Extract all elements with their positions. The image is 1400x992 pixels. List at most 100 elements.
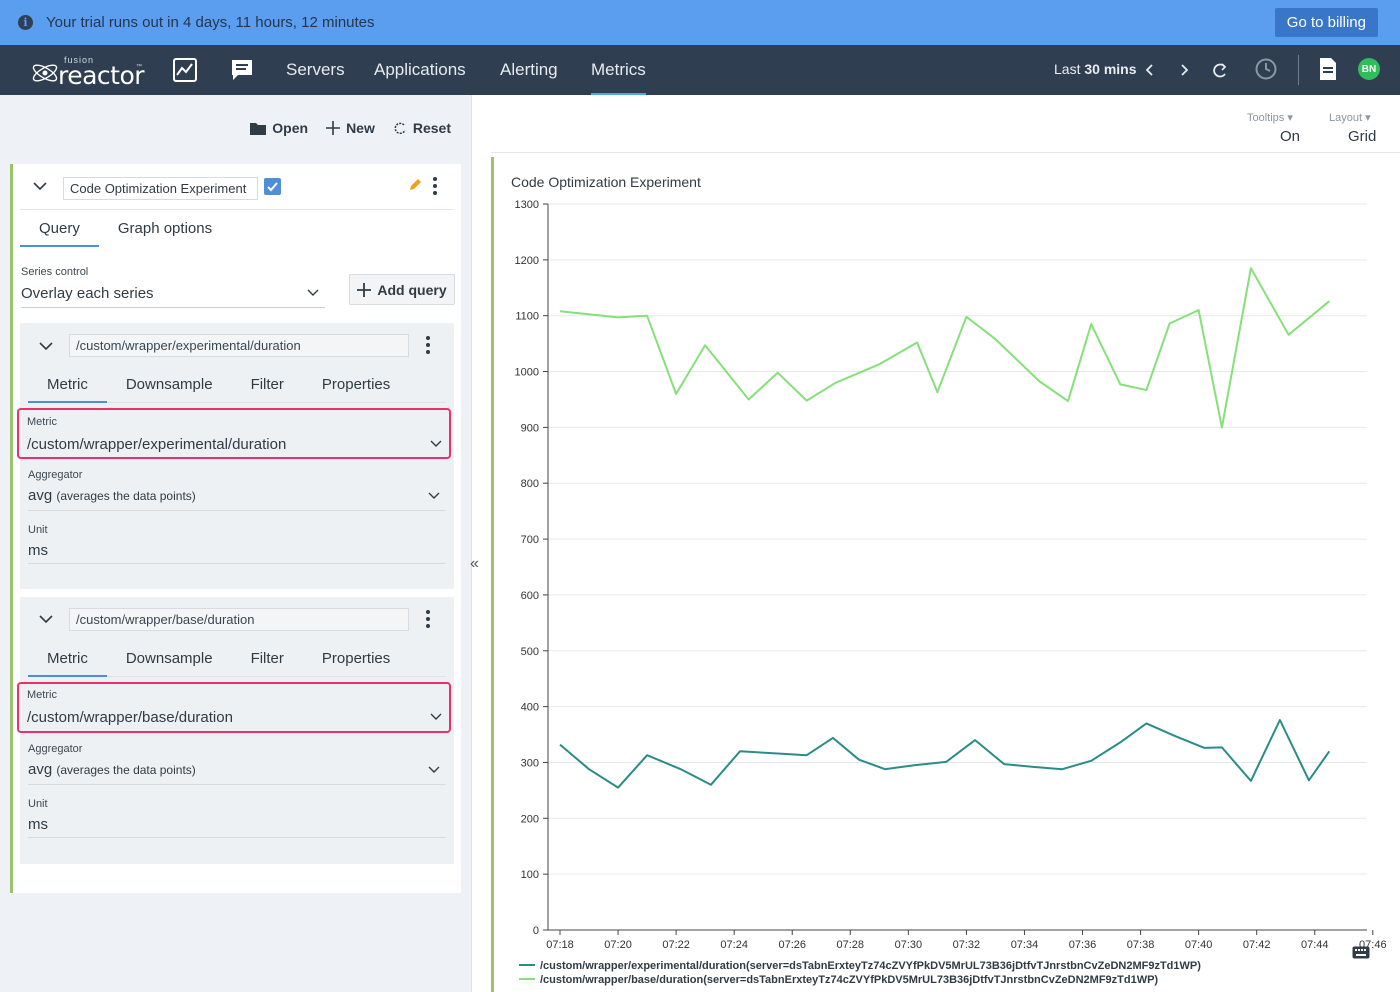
tab-downsample[interactable]: Downsample bbox=[125, 650, 213, 667]
unit-input[interactable]: ms bbox=[28, 816, 48, 833]
messages-icon[interactable] bbox=[230, 58, 254, 82]
chart-title: Code Optimization Experiment bbox=[511, 174, 701, 190]
metric-value: /custom/wrapper/experimental/duration bbox=[27, 436, 287, 453]
dashboard-chart-icon[interactable] bbox=[173, 58, 197, 82]
series-control-select[interactable]: Overlay each series bbox=[21, 283, 325, 308]
logo-trademark: ™ bbox=[136, 64, 142, 70]
query-name-input[interactable]: /custom/wrapper/base/duration bbox=[69, 608, 409, 631]
y-tick-label: 600 bbox=[521, 590, 539, 602]
query-block: /custom/wrapper/base/duration Metric Dow… bbox=[17, 597, 454, 864]
aggregator-label: Aggregator bbox=[28, 743, 83, 755]
layout-label[interactable]: Layout ▾ bbox=[1329, 112, 1371, 124]
unit-underline bbox=[28, 563, 446, 564]
chevron-down-icon bbox=[428, 766, 440, 773]
graph-title-input[interactable]: Code Optimization Experiment bbox=[63, 177, 258, 200]
collapse-chevron-icon[interactable] bbox=[33, 181, 47, 191]
tab-graph-options[interactable]: Graph options bbox=[117, 220, 213, 237]
card-menu-icon[interactable] bbox=[432, 177, 438, 195]
collapse-chevron-icon[interactable] bbox=[39, 341, 53, 351]
pencil-icon[interactable] bbox=[408, 178, 422, 192]
graph-enabled-checkbox[interactable] bbox=[264, 178, 281, 195]
metric-label: Metric bbox=[27, 416, 57, 428]
time-range-value: 30 mins bbox=[1084, 61, 1137, 77]
keyboard-icon[interactable] bbox=[1352, 946, 1370, 959]
tab-filter[interactable]: Filter bbox=[250, 376, 284, 393]
nav-metrics[interactable]: Metrics bbox=[591, 45, 646, 95]
aggregator-select[interactable]: avg (averages the data points) bbox=[28, 487, 446, 504]
open-label: Open bbox=[272, 120, 309, 136]
line-chart[interactable]: Code Optimization Experiment 0 100 200 300 40… bbox=[494, 157, 1400, 992]
unit-input[interactable]: ms bbox=[28, 542, 48, 559]
tab-properties[interactable]: Properties bbox=[321, 376, 391, 393]
graph-card: Code Optimization Experiment Query Graph… bbox=[10, 164, 461, 893]
atom-logo-icon bbox=[32, 64, 58, 82]
x-tick-label: 07:38 bbox=[1127, 939, 1155, 951]
trial-message: Your trial runs out in 4 days, 11 hours,… bbox=[46, 14, 375, 31]
query-menu-icon[interactable] bbox=[425, 336, 431, 354]
y-tick-label: 1300 bbox=[515, 199, 539, 211]
y-tick-label: 100 bbox=[521, 869, 539, 881]
x-tick-label: 07:26 bbox=[778, 939, 806, 951]
x-tick-label: 07:18 bbox=[546, 939, 574, 951]
y-tick-label: 1200 bbox=[515, 255, 539, 267]
tab-metric[interactable]: Metric bbox=[28, 641, 107, 677]
x-tick-label: 07:22 bbox=[662, 939, 690, 951]
metric-select[interactable]: Metric /custom/wrapper/base/duration bbox=[17, 682, 451, 733]
collapse-panel-toggle[interactable]: « bbox=[470, 555, 479, 572]
metric-value: /custom/wrapper/base/duration bbox=[27, 709, 233, 726]
user-avatar[interactable]: BN bbox=[1358, 58, 1380, 80]
y-tick-label: 700 bbox=[521, 534, 539, 546]
unit-label: Unit bbox=[28, 798, 48, 810]
aggregator-value: avg bbox=[28, 761, 53, 778]
fusionreactor-logo[interactable]: fusion reactor ™ bbox=[30, 54, 145, 90]
aggregator-value: avg bbox=[28, 487, 53, 504]
new-button[interactable]: New bbox=[326, 120, 375, 136]
tab-downsample[interactable]: Downsample bbox=[125, 376, 213, 393]
collapse-chevron-icon[interactable] bbox=[39, 614, 53, 624]
tab-properties[interactable]: Properties bbox=[321, 650, 391, 667]
nav-applications[interactable]: Applications bbox=[374, 60, 466, 79]
nav-alerting[interactable]: Alerting bbox=[500, 60, 558, 79]
x-tick-label: 07:36 bbox=[1069, 939, 1097, 951]
query-header: /custom/wrapper/experimental/duration bbox=[20, 323, 454, 367]
tab-query[interactable]: Query bbox=[20, 210, 99, 247]
query-menu-icon[interactable] bbox=[425, 610, 431, 628]
metric-label: Metric bbox=[27, 689, 57, 701]
aggregator-label: Aggregator bbox=[28, 469, 83, 481]
y-tick-label: 300 bbox=[521, 757, 539, 769]
aggregator-note: (averages the data points) bbox=[56, 489, 196, 503]
logo-fusion-text: fusion bbox=[64, 55, 95, 65]
layout-value[interactable]: Grid bbox=[1348, 128, 1377, 145]
time-range-selector[interactable]: Last 30 mins bbox=[1054, 61, 1137, 77]
aggregator-underline bbox=[28, 510, 446, 511]
chevron-down-icon bbox=[428, 492, 440, 499]
tab-metric[interactable]: Metric bbox=[28, 367, 107, 403]
go-to-billing-button[interactable]: Go to billing bbox=[1274, 8, 1378, 37]
nav-servers[interactable]: Servers bbox=[286, 60, 345, 79]
chart-options-bar: Tooltips ▾ On Layout ▾ Grid bbox=[491, 105, 1400, 153]
next-period-icon[interactable] bbox=[1178, 59, 1200, 81]
tooltips-label[interactable]: Tooltips ▾ bbox=[1247, 112, 1293, 124]
y-tick-label: 800 bbox=[521, 478, 539, 490]
previous-period-icon[interactable] bbox=[1142, 59, 1164, 81]
tab-filter[interactable]: Filter bbox=[250, 650, 284, 667]
y-tick-label: 400 bbox=[521, 702, 539, 714]
y-tick-label: 1000 bbox=[515, 367, 539, 379]
nav-divider bbox=[1298, 55, 1299, 85]
open-button[interactable]: Open bbox=[250, 120, 308, 136]
query-header: /custom/wrapper/base/duration bbox=[20, 597, 454, 641]
aggregator-select[interactable]: avg (averages the data points) bbox=[28, 761, 446, 778]
logo-reactor-text: reactor bbox=[58, 61, 145, 90]
query-tabs: Metric Downsample Filter Properties bbox=[28, 641, 446, 677]
refresh-icon[interactable] bbox=[1210, 59, 1232, 81]
reset-button[interactable]: Reset bbox=[393, 120, 451, 136]
clock-icon[interactable] bbox=[1254, 57, 1277, 80]
tooltips-value[interactable]: On bbox=[1280, 128, 1301, 145]
metric-select[interactable]: Metric /custom/wrapper/experimental/dura… bbox=[17, 408, 451, 459]
add-query-label: Add query bbox=[377, 281, 447, 298]
plus-icon bbox=[326, 121, 341, 135]
document-icon[interactable] bbox=[1318, 57, 1340, 80]
add-query-button[interactable]: Add query bbox=[349, 274, 455, 305]
query-name-input[interactable]: /custom/wrapper/experimental/duration bbox=[69, 334, 409, 357]
x-tick-label: 07:28 bbox=[837, 939, 865, 951]
